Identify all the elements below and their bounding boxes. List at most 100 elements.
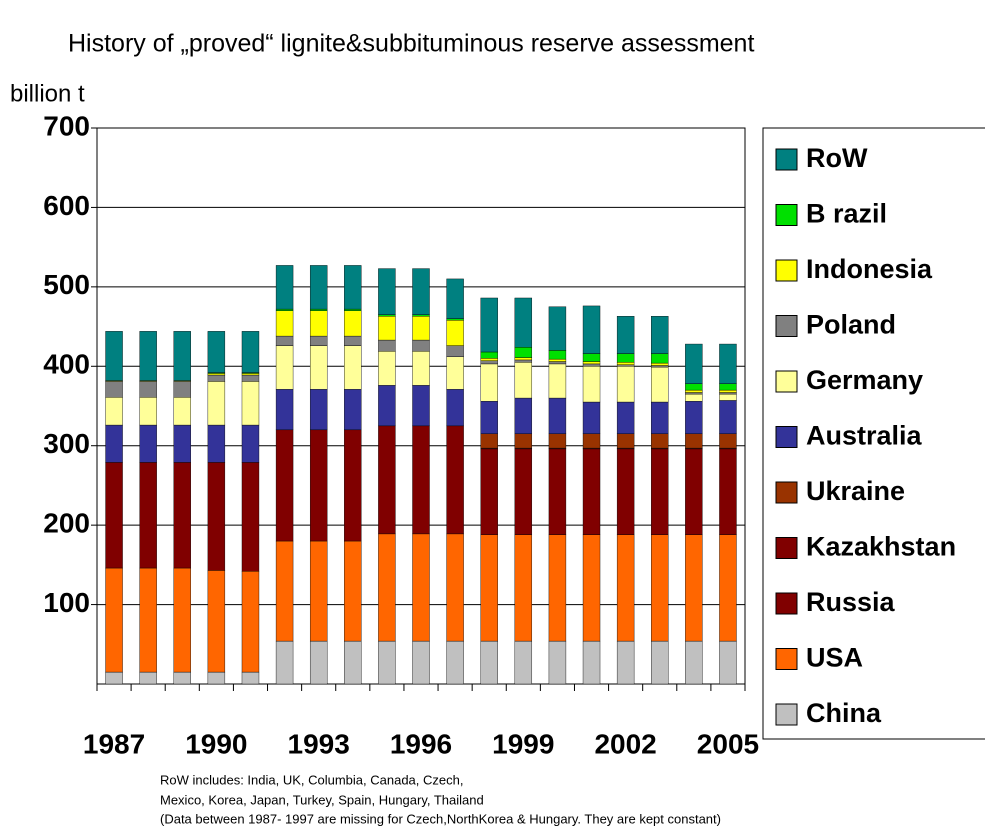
bar-segment [378, 425, 396, 535]
bar-segment [139, 381, 157, 398]
bar-segment [480, 433, 498, 449]
bar-segment [685, 448, 703, 535]
y-tick-label: 700 [43, 110, 90, 141]
y-tick-label: 100 [43, 587, 90, 618]
bar-segment [616, 316, 635, 354]
bar-segment [344, 335, 362, 346]
bar-segment [548, 640, 567, 685]
bar-segment [548, 397, 567, 434]
bar-segment [548, 448, 567, 535]
bar-segment [105, 397, 123, 426]
bar-segment [241, 462, 260, 572]
bar-segment [685, 343, 703, 384]
bar-segment [719, 640, 737, 685]
bar-segment [719, 392, 737, 395]
x-tick-label: 1990 [185, 728, 247, 759]
bar-segment [344, 540, 362, 642]
bar-segment [548, 534, 567, 642]
bar-segment [412, 385, 430, 427]
bar-segment [514, 433, 533, 449]
bar-segment [548, 350, 567, 360]
bar-segment [105, 381, 123, 398]
bar-segment [480, 401, 498, 434]
bar-segment [412, 425, 430, 535]
bar-segment [378, 339, 396, 352]
chart-title: History of „proved“ lignite&subbituminou… [68, 30, 754, 58]
bar-segment [616, 353, 635, 363]
legend-swatch [775, 259, 798, 282]
bar-segment [582, 363, 601, 367]
bar-segment [719, 393, 737, 401]
bar-segment [514, 362, 533, 399]
bar-segment [514, 357, 533, 361]
y-tick-label: 200 [43, 508, 90, 539]
bar-segment [685, 640, 703, 685]
bar-segment [241, 571, 260, 673]
bar-segment [446, 356, 464, 390]
bar-segment [514, 359, 533, 363]
bar-segment [207, 671, 226, 685]
bar-segment [139, 567, 157, 673]
legend-label: Russia [806, 587, 896, 617]
bar-segment [207, 424, 226, 463]
bar-segment [548, 361, 567, 365]
bar-segment [309, 345, 328, 390]
bar-segment [548, 358, 567, 362]
bar-segment [685, 534, 703, 642]
bar-segment [207, 381, 226, 426]
legend-label: Indonesia [806, 254, 933, 284]
bar-segment [719, 534, 737, 642]
bar-segment [344, 265, 362, 310]
bar-segment [412, 316, 430, 341]
legend-label: Australia [806, 421, 923, 451]
bar-segment [719, 389, 737, 393]
bar-segment [651, 401, 669, 434]
bar-segment [651, 448, 669, 535]
legend-swatch [775, 426, 798, 448]
bar-segment [582, 366, 601, 403]
bar-segment [344, 345, 362, 390]
bar-segment [173, 381, 191, 398]
legend-swatch [775, 204, 798, 226]
legend-label: Ukraine [806, 476, 905, 506]
bar-segment [412, 314, 430, 317]
note: RoW includes: India, UK, Columbia, Canad… [160, 772, 463, 787]
note: Mexico, Korea, Japan, Turkey, Spain, Hun… [160, 792, 484, 807]
bar-segment [275, 310, 294, 337]
bar-segment [514, 448, 533, 535]
bar-segment [616, 448, 635, 535]
bar-segment [412, 350, 430, 386]
bar-segment [480, 640, 498, 685]
x-tick-label: 1999 [492, 728, 554, 759]
bar-segment [446, 533, 464, 642]
legend-label: USA [806, 643, 863, 673]
bar-segment [309, 640, 328, 685]
bar-segment [309, 429, 328, 542]
bar-segment [412, 533, 430, 642]
bar-segment [651, 433, 669, 449]
bar-segment [582, 534, 601, 642]
bar-segment [685, 392, 703, 395]
bar-segment [685, 383, 703, 391]
bar-segment [514, 297, 533, 348]
bar-segment [582, 433, 601, 449]
legend-swatch [775, 315, 798, 337]
legend-box [762, 127, 985, 740]
bar-segment [480, 534, 498, 642]
legend-swatch [775, 148, 798, 171]
bar-segment [446, 278, 464, 319]
bar-segment [514, 534, 533, 642]
bar-segment [207, 331, 226, 373]
bar-segment [139, 671, 157, 685]
bar-segment [207, 373, 226, 376]
x-tick-label: 1993 [288, 728, 350, 759]
bar-segment [241, 373, 260, 376]
bar-segment [344, 308, 362, 311]
x-tick-label: 1996 [390, 728, 452, 759]
bar-segment [378, 640, 396, 685]
y-tick-label: 600 [43, 190, 90, 221]
bar-segment [344, 640, 362, 685]
bar-segment [582, 305, 601, 354]
bar-segment [582, 361, 601, 365]
